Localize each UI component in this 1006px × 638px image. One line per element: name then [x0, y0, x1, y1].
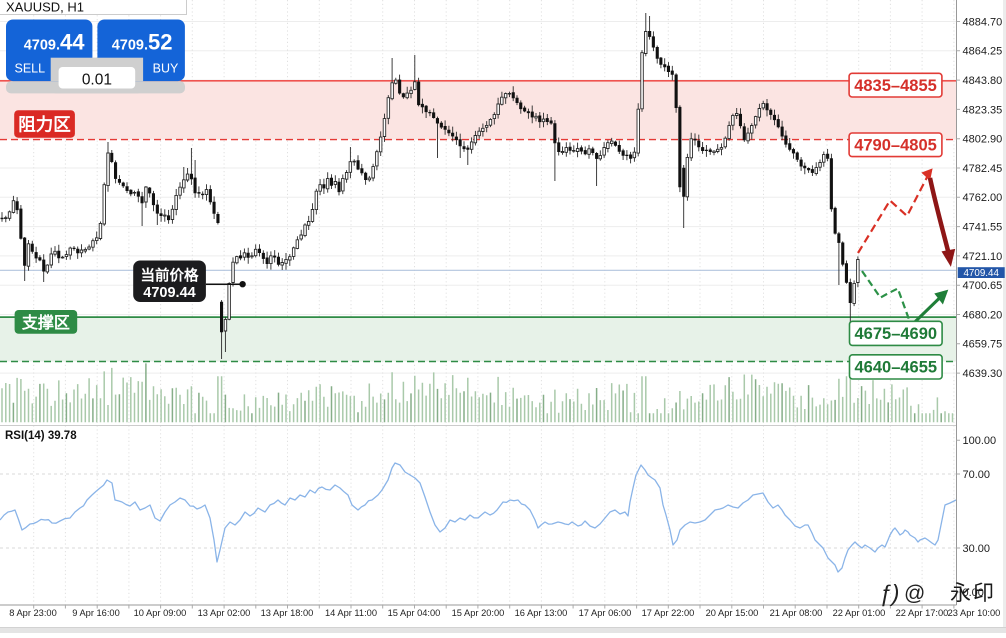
svg-text:14 Apr 11:00: 14 Apr 11:00: [325, 608, 377, 618]
svg-text:4709.44: 4709.44: [143, 285, 195, 301]
svg-text:44: 44: [60, 30, 85, 55]
svg-text:SELL: SELL: [15, 61, 46, 75]
svg-text:22 Apr 01:00: 22 Apr 01:00: [833, 608, 886, 618]
svg-text:15 Apr 20:00: 15 Apr 20:00: [452, 608, 505, 618]
svg-text:9 Apr 16:00: 9 Apr 16:00: [72, 608, 120, 618]
svg-text:4659.75: 4659.75: [963, 339, 1003, 351]
svg-text:4802.90: 4802.90: [963, 134, 1003, 146]
svg-text:15 Apr 04:00: 15 Apr 04:00: [388, 608, 441, 618]
svg-text:17 Apr 22:00: 17 Apr 22:00: [642, 608, 695, 618]
svg-text:16 Apr 13:00: 16 Apr 13:00: [515, 608, 568, 618]
svg-text:23 Apr 10:00: 23 Apr 10:00: [948, 608, 1001, 618]
svg-text:4639.30: 4639.30: [963, 368, 1003, 380]
svg-text:21 Apr 08:00: 21 Apr 08:00: [770, 608, 823, 618]
svg-text:0.00: 0.00: [963, 587, 984, 599]
svg-text:4741.55: 4741.55: [963, 222, 1003, 234]
svg-text:10 Apr 09:00: 10 Apr 09:00: [134, 608, 187, 618]
svg-text:4709.: 4709.: [24, 38, 60, 54]
svg-text:4823.35: 4823.35: [963, 104, 1003, 116]
svg-text:RSI(14) 39.78: RSI(14) 39.78: [5, 430, 77, 442]
svg-text:XAUUSD, H1: XAUUSD, H1: [6, 0, 84, 15]
svg-text:4640–4655: 4640–4655: [855, 359, 938, 377]
svg-text:@: @: [904, 582, 925, 605]
svg-text:20 Apr 15:00: 20 Apr 15:00: [706, 608, 759, 618]
svg-text:22 Apr 17:00: 22 Apr 17:00: [896, 608, 949, 618]
svg-text:52: 52: [148, 30, 172, 55]
svg-text:4709.44: 4709.44: [963, 268, 999, 279]
svg-text:4680.20: 4680.20: [963, 309, 1003, 321]
svg-text:BUY: BUY: [153, 61, 179, 75]
svg-text:70.00: 70.00: [963, 469, 991, 481]
svg-text:4782.45: 4782.45: [963, 163, 1003, 175]
svg-text:8 Apr 23:00: 8 Apr 23:00: [9, 608, 57, 618]
svg-text:13 Apr 02:00: 13 Apr 02:00: [198, 608, 251, 618]
svg-text:支撑区: 支撑区: [21, 313, 70, 332]
svg-text:永印: 永印: [950, 582, 996, 605]
svg-text:4864.25: 4864.25: [963, 46, 1003, 58]
svg-text:0.01: 0.01: [82, 71, 112, 88]
svg-text:4762.00: 4762.00: [963, 192, 1003, 204]
svg-text:4835–4855: 4835–4855: [854, 77, 937, 95]
svg-text:30.00: 30.00: [963, 543, 991, 555]
svg-text:4675–4690: 4675–4690: [855, 325, 938, 343]
svg-text:当前价格: 当前价格: [141, 267, 199, 285]
svg-text:4843.80: 4843.80: [963, 75, 1003, 87]
svg-text:4709.: 4709.: [112, 38, 148, 54]
svg-text:4884.70: 4884.70: [963, 16, 1003, 28]
svg-text:4721.10: 4721.10: [963, 251, 1003, 263]
svg-text:13 Apr 18:00: 13 Apr 18:00: [261, 608, 314, 618]
svg-text:4790–4805: 4790–4805: [854, 137, 937, 155]
svg-text:ƒ): ƒ): [879, 580, 899, 606]
svg-text:100.00: 100.00: [963, 435, 997, 447]
svg-text:4700.65: 4700.65: [963, 280, 1003, 292]
svg-text:17 Apr 06:00: 17 Apr 06:00: [579, 608, 632, 618]
svg-text:阻力区: 阻力区: [18, 115, 71, 135]
